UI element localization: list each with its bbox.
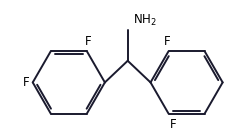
Text: NH$_2$: NH$_2$ xyxy=(132,13,156,28)
Text: F: F xyxy=(84,35,91,48)
Text: F: F xyxy=(163,35,170,48)
Text: F: F xyxy=(170,118,176,132)
Text: F: F xyxy=(22,76,29,89)
